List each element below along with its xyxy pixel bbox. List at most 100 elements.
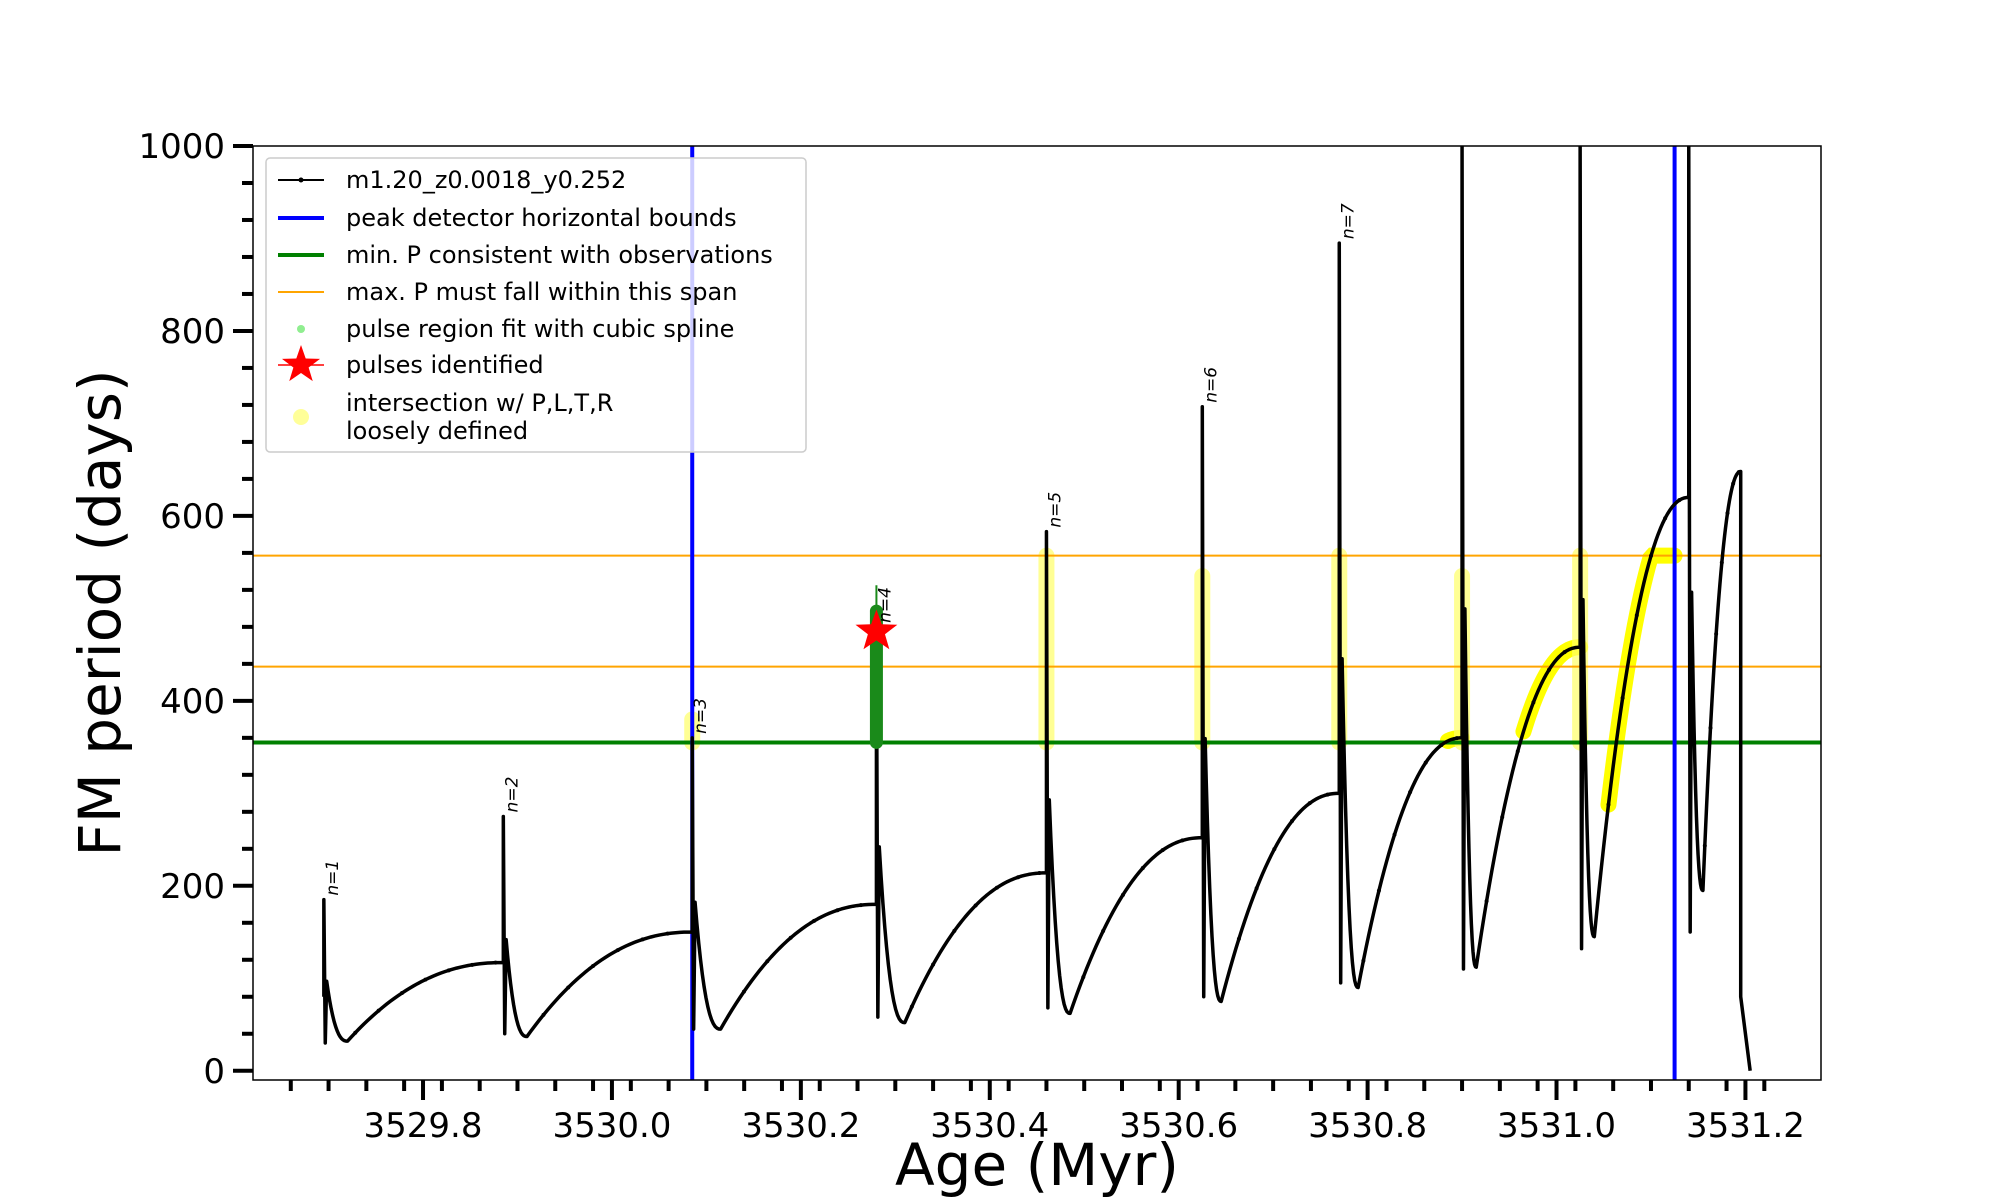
pulse-label-3: n=3 [691, 698, 711, 734]
curve-point [665, 931, 670, 936]
curve-point [1634, 613, 1639, 618]
legend-label-2: peak detector horizontal bounds [346, 204, 737, 232]
curve-point [812, 918, 817, 923]
curve-point [566, 985, 571, 990]
curve-point [1620, 695, 1625, 700]
legend-label-4: max. P must fall within this span [346, 278, 737, 306]
pulse-label-1: n=1 [323, 860, 343, 896]
y-tick-label: 200 [160, 867, 225, 907]
curve-point [1484, 898, 1489, 903]
curve-point [1272, 847, 1277, 852]
y-tick-label: 600 [160, 497, 225, 537]
curve-point [765, 959, 770, 964]
curve-point [1307, 801, 1312, 806]
curve-point [470, 962, 475, 967]
curve-point [376, 1008, 381, 1013]
curve-point [1731, 481, 1736, 486]
curve-point [1702, 843, 1707, 848]
curve-point [423, 977, 428, 982]
curve-point [1578, 645, 1583, 650]
curve-point [1236, 936, 1241, 941]
curve-point [1101, 929, 1106, 934]
curve-point [1725, 511, 1730, 516]
curve-point [640, 937, 645, 942]
curve-point [1016, 875, 1021, 880]
curve-point [1392, 832, 1397, 837]
legend-box [265, 157, 807, 453]
curve-point [1439, 743, 1444, 748]
x-tick-label: 3530.4 [930, 1106, 1049, 1146]
curve-point [931, 962, 936, 967]
axes: 3529.8 3530.0 3530.2 3530.4 3530.6 3530.8 3531… [138, 127, 1822, 1146]
curve-point [1160, 848, 1165, 853]
pulse-label-5: n=5 [1045, 492, 1065, 528]
curve-point [591, 964, 596, 969]
plot-frame [252, 145, 1822, 1081]
curve-point [1037, 871, 1042, 876]
curve-point [1515, 749, 1520, 754]
y-tick-label: 0 [203, 1052, 225, 1092]
curve-point [1361, 958, 1366, 963]
curve-point [493, 960, 498, 965]
curve-point [1719, 560, 1724, 565]
curve-point [835, 908, 840, 913]
curve-point [1677, 498, 1682, 503]
curve-point [1454, 736, 1459, 741]
curve-point [1606, 802, 1611, 807]
legend-handle-dot [297, 325, 305, 333]
curve-point [1120, 892, 1125, 897]
y-tick-label: 400 [160, 682, 225, 722]
pulse-label-2: n=2 [502, 777, 522, 813]
curve-point [1663, 516, 1668, 521]
curve-point [1714, 631, 1719, 636]
legend-label-5: pulse region fit with cubic spline [346, 315, 734, 343]
curve-point [952, 928, 957, 933]
curve-point [1648, 553, 1653, 558]
legend-label-3: min. P consistent with observations [346, 241, 773, 269]
legend-label-7: intersection w/ P,L,T,R [346, 389, 613, 417]
curve-point [1200, 835, 1205, 840]
curve-point [1546, 667, 1551, 672]
curve-point [1376, 888, 1381, 893]
curve-point [994, 885, 999, 890]
curve-point [1408, 790, 1413, 795]
pulse-label-6: n=6 [1201, 367, 1221, 403]
x-axis-title: Age (Myr) [895, 1131, 1179, 1199]
yellow-curve-segment-2 [1515, 639, 1589, 740]
legend-label-6: pulses identified [346, 351, 544, 379]
red-star-marker [855, 609, 898, 650]
curve-point [1736, 470, 1741, 475]
curve-point [1531, 700, 1536, 705]
black-curve [322, 146, 1752, 1071]
x-tick-label: 3530.8 [1308, 1106, 1427, 1146]
curve-point [615, 948, 620, 953]
y-tick-label: 1000 [138, 127, 225, 167]
curve-point [1423, 760, 1428, 765]
legend-label-1: m1.20_z0.0018_y0.252 [346, 166, 626, 194]
x-tick-label: 3529.8 [364, 1106, 483, 1146]
pulse-label-4: n=4 [875, 587, 895, 623]
y-tick-label: 800 [160, 312, 225, 352]
curve-point [400, 991, 405, 996]
curve-point [1500, 815, 1505, 820]
legend-handle-dot [298, 177, 304, 183]
plot-area: n=1 n=2 n=3 n=4 n=5 n=6 n=7 [253, 146, 1821, 1080]
x-tick-label: 3530.2 [741, 1106, 860, 1146]
x-tick-label: 3531.2 [1686, 1106, 1805, 1146]
y-axis-title: FM period (days) [66, 369, 134, 856]
legend-handle-star [281, 345, 321, 382]
legend-label-7-line2: loosely defined [346, 417, 528, 445]
x-tick-label: 3530.0 [552, 1106, 671, 1146]
x-tick-label: 3531.0 [1497, 1106, 1616, 1146]
x-tick-label: 3530.6 [1119, 1106, 1238, 1146]
curve-point [1708, 725, 1713, 730]
curve-point [541, 1012, 546, 1017]
curve-point [973, 903, 978, 908]
curve-point [1140, 866, 1145, 871]
curve-point [690, 930, 695, 935]
curve-point [788, 935, 793, 940]
pulse-label-7: n=7 [1338, 203, 1358, 239]
curve-point [1254, 886, 1259, 891]
